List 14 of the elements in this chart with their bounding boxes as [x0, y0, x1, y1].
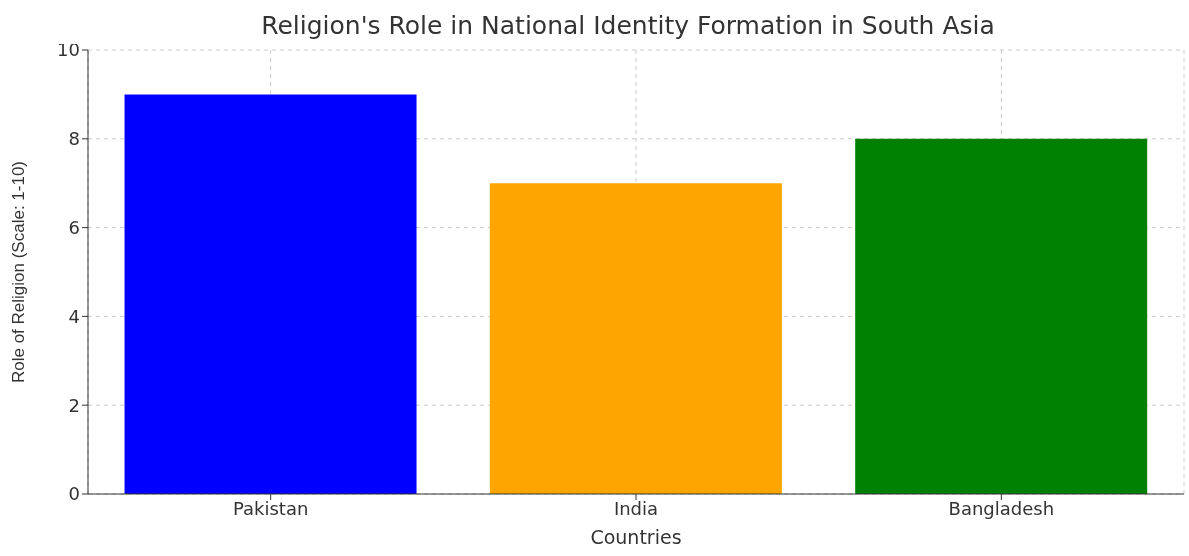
y-tick-label: 0: [68, 483, 80, 505]
y-tick-label: 4: [68, 305, 80, 327]
y-axis-title: Role of Religion (Scale: 1-10): [9, 160, 29, 384]
x-tick-label: India: [613, 497, 659, 519]
bar: [124, 94, 417, 494]
bar: [489, 183, 782, 494]
y-tick-label: 6: [68, 216, 80, 238]
y-tick-label: 2: [68, 394, 80, 416]
chart-title: Religion's Role in National Identity Formation in South Asia: [261, 11, 995, 40]
x-tick-label: Bangladesh: [948, 497, 1055, 519]
x-tick-label: Pakistan: [232, 497, 309, 519]
x-axis-title: Countries: [590, 526, 682, 548]
y-tick-label: 8: [68, 128, 80, 150]
bar: [855, 138, 1148, 494]
